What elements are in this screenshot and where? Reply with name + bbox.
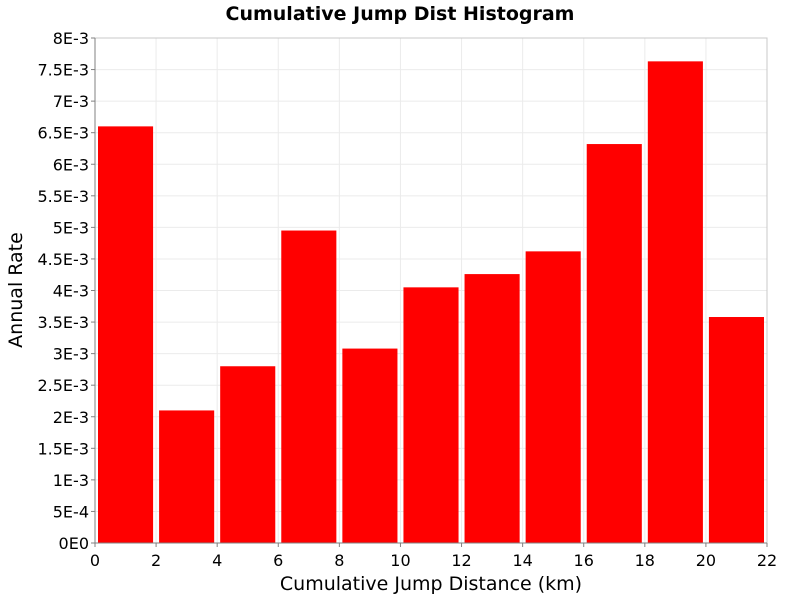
y-tick-label: 5E-3: [53, 218, 89, 237]
x-tick-label: 22: [757, 551, 777, 570]
y-tick-label: 0E0: [59, 534, 89, 553]
bar-bin-4: [342, 348, 398, 543]
y-tick-label: 7E-3: [53, 92, 89, 111]
y-axis-label: Annual Rate: [5, 232, 27, 348]
x-axis-label: Cumulative Jump Distance (km): [280, 573, 582, 595]
y-tick-label: 3E-3: [53, 345, 89, 364]
chart-title: Cumulative Jump Dist Histogram: [226, 3, 575, 25]
x-tick-label: 10: [390, 551, 410, 570]
bar-bin-3: [281, 230, 337, 543]
bar-bin-8: [586, 144, 642, 544]
y-tick-label: 7.5E-3: [37, 61, 89, 80]
y-tick-label: 3.5E-3: [37, 313, 89, 332]
bar-series: [98, 61, 764, 544]
y-tick-label: 5.5E-3: [37, 187, 89, 206]
bar-bin-6: [464, 274, 520, 543]
y-tick-label: 8E-3: [53, 29, 89, 48]
x-tick-label: 14: [512, 551, 532, 570]
x-tick-label: 18: [635, 551, 655, 570]
axes: [91, 37, 768, 547]
y-tick-label: 2.5E-3: [37, 376, 89, 395]
bar-bin-5: [403, 287, 459, 543]
bar-bin-1: [159, 410, 215, 543]
y-tick-label: 6.5E-3: [37, 124, 89, 143]
bar-bin-9: [647, 61, 703, 543]
x-tick-label: 16: [574, 551, 594, 570]
x-tick-label: 4: [212, 551, 222, 570]
bar-bin-7: [525, 251, 581, 544]
y-tick-label: 1E-3: [53, 471, 89, 490]
x-tick-label: 6: [273, 551, 283, 570]
x-tick-label: 0: [90, 551, 100, 570]
bar-bin-0: [98, 126, 154, 543]
x-tick-label: 12: [451, 551, 471, 570]
y-tick-label: 4E-3: [53, 282, 89, 301]
x-tick-label: 20: [696, 551, 716, 570]
bar-bin-2: [220, 366, 276, 543]
x-tick-label: 8: [334, 551, 344, 570]
x-tick-label: 2: [151, 551, 161, 570]
y-tick-label: 2E-3: [53, 408, 89, 427]
y-tick-label: 4.5E-3: [37, 250, 89, 269]
y-tick-label: 6E-3: [53, 155, 89, 174]
bar-bin-10: [708, 317, 764, 543]
tick-labels: 0 2 4 6 8 10 12 14 16 18 20 22 0E0 5E-4 1E-3 1.5E-3 2E-3…: [37, 29, 777, 570]
y-tick-label: 5E-4: [53, 502, 89, 521]
y-tick-label: 1.5E-3: [37, 439, 89, 458]
